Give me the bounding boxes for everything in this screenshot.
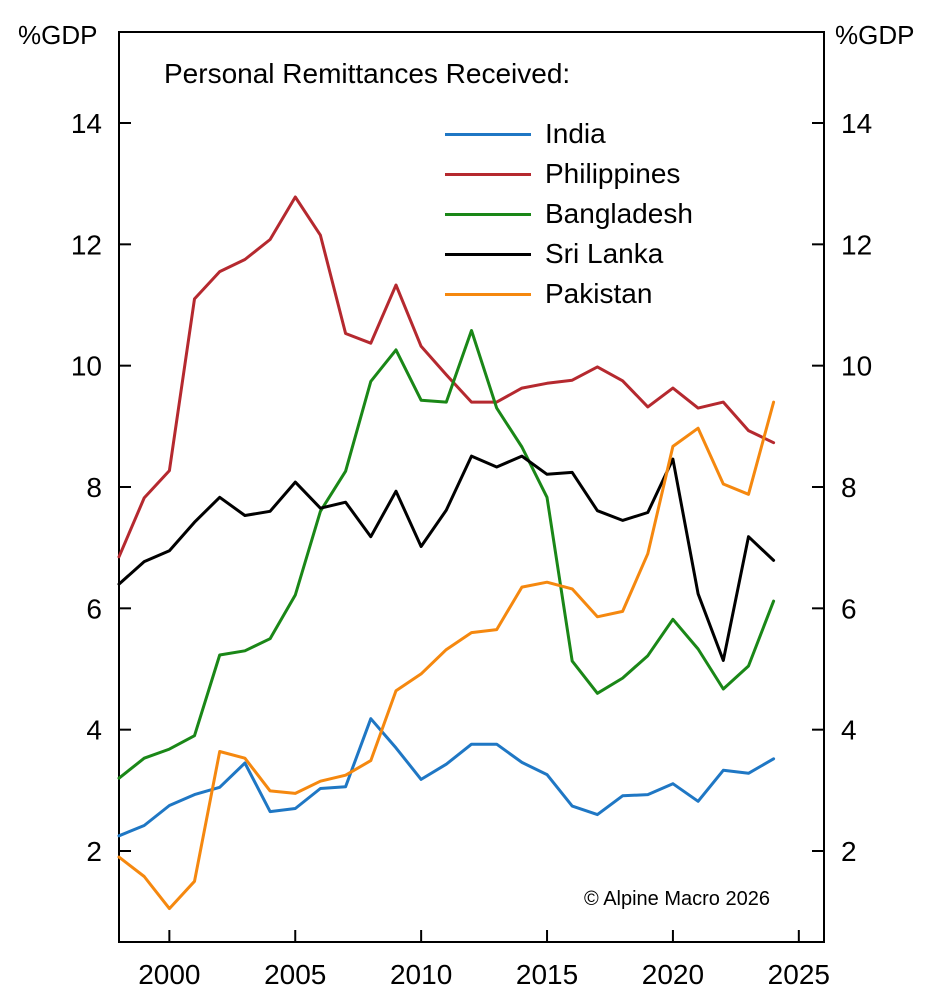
x-tick-label: 2025 [768,959,830,990]
y-tick-label-left: 6 [86,593,102,624]
series-line-pakistan [117,400,776,911]
series-line-bangladesh [117,329,776,780]
y-tick-label-right: 8 [841,472,857,503]
x-tick-label: 2005 [264,959,326,990]
legend-label-philippines: Philippines [545,158,681,189]
x-tick-label: 2000 [138,959,200,990]
y-tick-label-left: 12 [71,229,102,260]
y-tick-label-right: 6 [841,593,857,624]
legend: India Philippines Bangladesh Sri Lanka P… [445,114,693,314]
legend-label-india: India [545,118,606,149]
legend-label-bangladesh: Bangladesh [545,198,693,229]
y-tick-label-right: 4 [841,715,857,746]
x-tick-label: 2010 [390,959,452,990]
series-line-india [117,717,776,838]
y-tick-label-left: 2 [86,836,102,867]
legend-item-philippines: Philippines [445,154,693,194]
legend-swatch-india [445,132,531,136]
y-tick-label-left: 10 [71,351,102,382]
y-tick-label-right: 2 [841,836,857,867]
x-tick-label: 2015 [516,959,578,990]
y-tick-label-right: 14 [841,108,872,139]
legend-label-sri-lanka: Sri Lanka [545,238,664,269]
legend-swatch-pakistan [445,292,531,296]
legend-label-pakistan: Pakistan [545,278,653,309]
legend-item-pakistan: Pakistan [445,274,693,314]
legend-item-bangladesh: Bangladesh [445,194,693,234]
legend-item-sri-lanka: Sri Lanka [445,234,693,274]
axis-ticks: 2 2 4 4 6 6 8 8 10 10 12 12 14 14 2000 2005 2010 2015 2020… [71,108,872,990]
y-tick-label-right: 10 [841,351,872,382]
series-line-sri-lanka [117,454,776,662]
chart-title: Personal Remittances Received: [164,58,571,89]
legend-item-india: India [445,114,693,154]
y-tick-label-right: 12 [841,229,872,260]
left-axis-unit-label: %GDP [18,20,98,50]
legend-swatch-sri-lanka [445,252,531,256]
legend-swatch-bangladesh [445,212,531,216]
y-tick-label-left: 8 [86,472,102,503]
y-tick-label-left: 4 [86,715,102,746]
y-tick-label-left: 14 [71,108,102,139]
series-lines [117,195,776,911]
legend-swatch-philippines [445,172,531,176]
right-axis-unit-label: %GDP [835,20,915,50]
copyright-notice: © Alpine Macro 2026 [584,888,770,910]
series-line-philippines [117,195,776,559]
x-tick-label: 2020 [642,959,704,990]
